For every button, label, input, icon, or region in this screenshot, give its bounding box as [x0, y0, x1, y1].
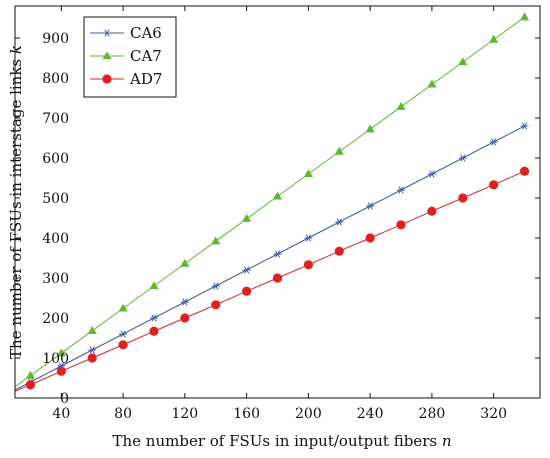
data-point-ca7 — [211, 236, 221, 245]
data-point-ca6 — [273, 250, 282, 258]
y-tick-label: 300 — [42, 271, 69, 287]
x-tick-label: 200 — [295, 406, 322, 422]
legend-marker-ca7 — [102, 51, 112, 60]
legend: CA6 CA7 AD7 — [83, 16, 177, 98]
data-point-ad7 — [211, 300, 221, 310]
data-point-ca7 — [87, 326, 97, 334]
data-point-ca7 — [396, 102, 406, 110]
data-point-ca6 — [366, 202, 375, 210]
data-point-ca7 — [180, 258, 190, 267]
data-point-ca7 — [242, 214, 252, 222]
x-tick-label: 160 — [233, 406, 260, 422]
data-point-ca6 — [211, 282, 220, 290]
data-point-ca6 — [242, 266, 251, 274]
data-point-ad7 — [303, 260, 313, 270]
data-point-ca7 — [458, 57, 468, 66]
data-point-ca6 — [489, 138, 498, 146]
data-point-ad7 — [87, 353, 97, 363]
y-axis: 0 100 200 300 400 500 600 700 800 900 — [15, 31, 540, 407]
data-point-ca6 — [458, 154, 467, 162]
data-point-ad7 — [396, 220, 406, 230]
series-line-ca7 — [14, 16, 525, 388]
data-point-ad7 — [427, 206, 437, 216]
data-point-ad7 — [25, 380, 36, 390]
y-tick-label: 200 — [42, 311, 69, 327]
legend-box — [83, 16, 177, 98]
y-tick-label: 500 — [42, 191, 69, 207]
data-point-ca6 — [149, 314, 158, 322]
data-point-ad7 — [118, 340, 128, 350]
legend-marker-ca6 — [103, 29, 111, 37]
x-tick-label: 280 — [419, 406, 446, 422]
data-point-ad7 — [180, 313, 190, 323]
data-point-ad7 — [458, 193, 468, 203]
data-point-ca6 — [304, 234, 313, 242]
data-point-ca6 — [397, 186, 406, 194]
y-tick-label: 900 — [42, 31, 69, 47]
data-point-ad7 — [56, 366, 66, 376]
data-point-ca7 — [56, 348, 66, 357]
data-point-ca6 — [520, 122, 529, 130]
y-tick-label: 400 — [42, 231, 69, 247]
data-point-ca6 — [335, 218, 344, 226]
data-point-ad7 — [519, 166, 530, 176]
data-point-ca7 — [365, 124, 375, 133]
y-tick-label: 600 — [42, 151, 69, 167]
data-point-ca7 — [427, 79, 437, 88]
data-point-ad7 — [365, 233, 375, 243]
data-point-ca6 — [88, 346, 97, 354]
y-tick-label: 100 — [42, 351, 69, 367]
y-tick-label: 700 — [42, 111, 69, 127]
data-point-ca6 — [180, 298, 189, 306]
data-point-ca7 — [118, 303, 128, 312]
data-point-ca7 — [519, 12, 530, 21]
x-tick-label: 80 — [114, 406, 132, 422]
data-point-ad7 — [272, 273, 283, 283]
x-tick-label: 40 — [52, 406, 70, 422]
plot-frame — [14, 5, 541, 399]
data-point-ad7 — [149, 326, 159, 336]
data-point-ca7 — [334, 146, 344, 155]
y-axis-title: The number of FSUs in interstage links k — [7, 45, 25, 359]
data-point-ca6 — [427, 170, 436, 178]
data-point-ad7 — [489, 180, 499, 190]
x-axis: 40 80 120 160 200 240 280 320 — [52, 6, 507, 422]
y-tick-label: 800 — [42, 71, 69, 87]
plot-marks — [14, 12, 530, 392]
data-point-ad7 — [242, 286, 252, 296]
data-point-ca7 — [272, 191, 283, 200]
x-tick-label: 120 — [171, 406, 198, 422]
data-point-ca7 — [149, 281, 159, 290]
series-line-ad7 — [14, 170, 525, 392]
data-point-ad7 — [334, 246, 344, 256]
legend-label-ad7: AD7 — [129, 70, 162, 88]
data-point-ca7 — [489, 34, 499, 43]
data-point-ca6 — [119, 330, 128, 338]
y-tick-label: 0 — [60, 391, 69, 407]
x-axis-title: The number of FSUs in input/output fiber… — [112, 432, 451, 450]
x-tick-label: 320 — [480, 406, 507, 422]
legend-label-ca6: CA6 — [130, 24, 162, 42]
legend-marker-ad7 — [102, 74, 112, 84]
x-tick-label: 240 — [357, 406, 384, 422]
data-point-ca7 — [25, 370, 36, 379]
data-point-ca7 — [303, 169, 313, 178]
series-line-ca6 — [14, 125, 525, 391]
legend-label-ca7: CA7 — [130, 47, 162, 65]
